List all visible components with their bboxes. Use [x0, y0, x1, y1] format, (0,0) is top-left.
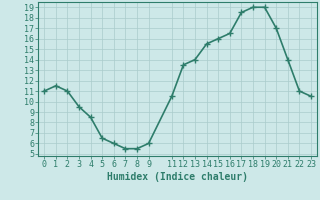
- X-axis label: Humidex (Indice chaleur): Humidex (Indice chaleur): [107, 172, 248, 182]
